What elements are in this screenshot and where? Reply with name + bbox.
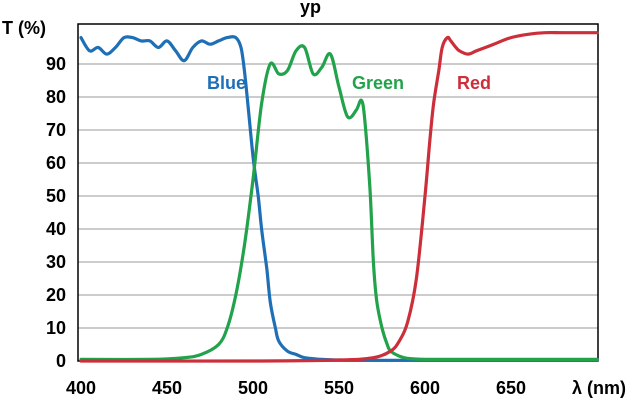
series-line-blue: [79, 35, 599, 362]
series-label-green: Green: [352, 73, 404, 93]
x-tick-label: 650: [496, 378, 526, 398]
y-tick-label: 30: [46, 252, 66, 272]
y-tick-label: 90: [46, 54, 66, 74]
y-tick-label: 80: [46, 87, 66, 107]
x-axis-label: λ (nm): [572, 378, 626, 398]
y-tick-label: 0: [56, 351, 66, 371]
series-label-red: Red: [457, 73, 491, 93]
x-tick-labels: 400 450 500 550 600 650: [66, 378, 526, 398]
y-tick-label: 40: [46, 219, 66, 239]
y-tick-label: 70: [46, 120, 66, 140]
x-tick-label: 600: [410, 378, 440, 398]
plot-frame: [77, 23, 599, 362]
x-tick-label: 450: [152, 378, 182, 398]
y-tick-label: 60: [46, 153, 66, 173]
series-lines: [79, 30, 599, 363]
series-line-red: [79, 30, 599, 363]
x-tick-label: 500: [238, 378, 268, 398]
y-tick-labels: 0 10 20 30 40 50 60 70 80 90: [46, 54, 66, 371]
x-tick-label: 550: [324, 378, 354, 398]
y-tick-label: 20: [46, 285, 66, 305]
series-label-blue: Blue: [207, 73, 246, 93]
x-tick-label: 400: [66, 378, 96, 398]
chart-title-fragment: yp: [300, 0, 321, 17]
gridlines: [78, 63, 598, 329]
series-line-green: [79, 44, 599, 362]
y-tick-label: 50: [46, 186, 66, 206]
y-tick-label: 10: [46, 318, 66, 338]
y-axis-label: T (%): [2, 18, 46, 38]
